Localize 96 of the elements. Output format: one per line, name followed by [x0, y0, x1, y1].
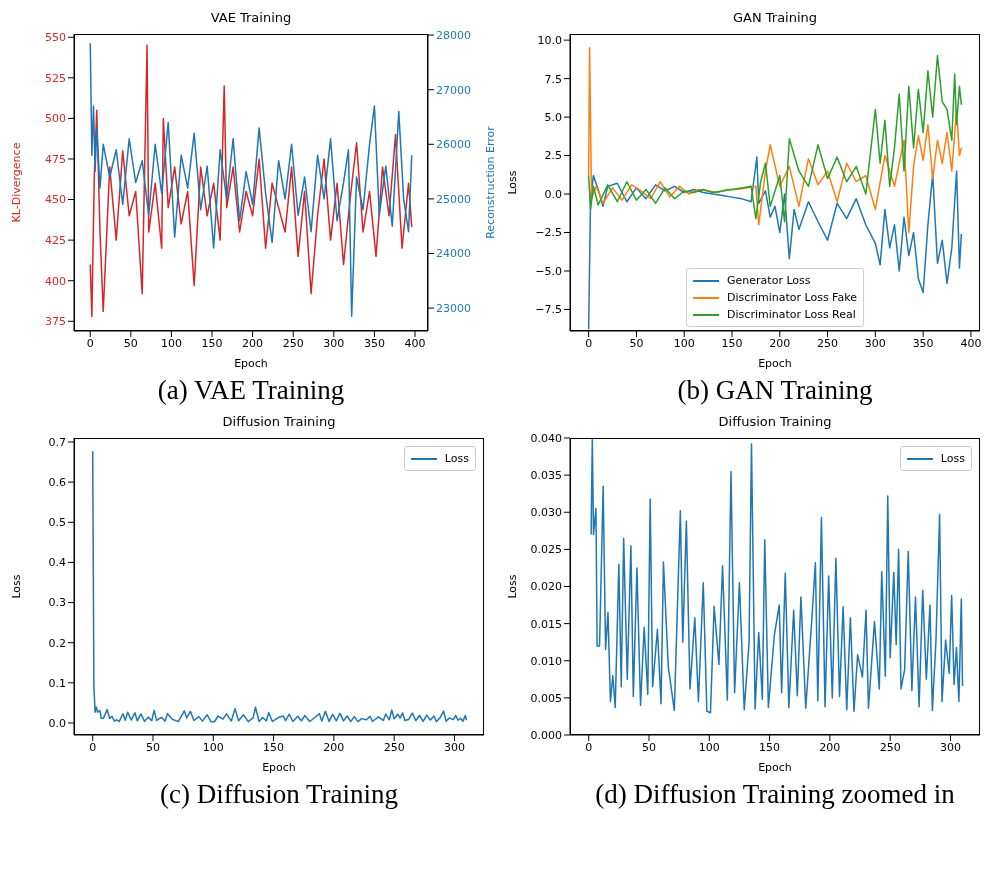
y-tick-label: 375 [45, 315, 66, 329]
x-tick-label: 250 [817, 336, 839, 350]
chart-title: GAN Training [731, 9, 819, 27]
text: (c) Diffusion Training [159, 779, 399, 810]
x-tick-label: 150 [759, 740, 781, 754]
x-axis-title: Epoch [262, 761, 296, 774]
y-tick-label: 0.6 [48, 476, 66, 490]
y-axis-title: Loss [505, 170, 519, 195]
x-tick-label: 0 [86, 336, 94, 350]
x-tick-label: 400 [404, 336, 426, 350]
x-tick-label: 100 [202, 740, 224, 754]
x-tick-label: 100 [698, 740, 720, 754]
y-tick-label: 7.5 [544, 72, 562, 86]
y-tick-label: 0.040 [530, 431, 562, 445]
x-tick-label: 0 [585, 336, 593, 350]
x-tick-label: 300 [323, 336, 345, 350]
y-tick-label: 500 [45, 112, 66, 126]
y-tick-label: 0.7 [48, 435, 66, 449]
x-tick-label: 350 [363, 336, 385, 350]
x-tick-label: 0 [89, 740, 97, 754]
line-series [91, 450, 468, 723]
y-tick-label: 475 [45, 152, 66, 166]
y2-tick-label: 28000 [436, 29, 471, 42]
x-tick-label: 50 [641, 740, 656, 754]
y-tick-label: 0.2 [48, 636, 66, 650]
x-tick-label: 200 [819, 740, 841, 754]
y-tick-label: −2.5 [535, 226, 562, 240]
x-axis-title: Epoch [758, 761, 792, 774]
y-tick-label: 400 [45, 274, 66, 288]
y2-tick-label: 23000 [436, 301, 471, 315]
x-tick-label: 200 [769, 336, 791, 350]
text: (a) VAE Training [156, 375, 346, 406]
y-tick-label: −5.0 [535, 264, 562, 278]
y2-tick-label: 24000 [436, 247, 471, 261]
line-series [587, 156, 963, 331]
y-axis-title: Loss [9, 574, 23, 599]
y-tick-label: 0.0 [48, 716, 66, 730]
x-tick-label: 0 [585, 740, 593, 754]
x-axis-title: Epoch [758, 357, 792, 370]
y-tick-label: 0.4 [48, 556, 66, 570]
y-tick-label: 425 [45, 234, 66, 248]
chart-title: VAE Training [209, 9, 293, 27]
legend-label: Loss [444, 451, 469, 467]
x-tick-label: 300 [864, 336, 886, 350]
y-tick-label: 0.0 [544, 187, 562, 201]
text: (b) GAN Training [676, 375, 874, 406]
x-tick-label: 400 [960, 336, 982, 350]
y-axis-title: KL-Divergence [9, 142, 23, 223]
x-tick-label: 100 [160, 336, 182, 350]
y-tick-label: 0.015 [530, 617, 562, 631]
y-axis-title: Loss [505, 574, 519, 599]
y-tick-label: 10.0 [537, 34, 562, 48]
y-tick-label: 0.1 [48, 676, 66, 690]
legend-label: Discriminator Loss Fake [727, 290, 857, 306]
legend-label: Discriminator Loss Real [727, 307, 856, 323]
y2-tick-label: 27000 [436, 83, 471, 97]
y-tick-label: 0.020 [530, 580, 562, 594]
x-tick-label: 50 [629, 336, 644, 350]
y-tick-label: 5.0 [544, 111, 562, 124]
y-tick-label: 0.010 [530, 654, 562, 668]
y-tick-label: 2.5 [544, 149, 562, 163]
x-tick-label: 200 [242, 336, 264, 350]
y-tick-label: 0.005 [530, 691, 562, 705]
x-tick-label: 300 [443, 740, 465, 754]
text: (d) Diffusion Training zoomed in [594, 779, 956, 810]
y-tick-label: 525 [45, 71, 66, 85]
x-tick-label: 150 [263, 740, 285, 754]
x-tick-label: 300 [939, 740, 961, 754]
x-tick-label: 350 [912, 336, 934, 350]
y-tick-label: 0.3 [48, 596, 66, 610]
y-tick-label: 0.030 [530, 506, 562, 520]
y-tick-label: 0.000 [530, 728, 562, 742]
legend-label: Generator Loss [727, 273, 811, 289]
y-tick-label: −7.5 [535, 303, 562, 317]
x-tick-label: 150 [201, 336, 223, 350]
x-tick-label: 50 [145, 740, 160, 754]
y-tick-label: 0.035 [530, 469, 562, 483]
x-axis-title: Epoch [234, 357, 268, 370]
chart-title: Diffusion Training [717, 413, 833, 431]
x-tick-label: 200 [323, 740, 345, 754]
y-tick-label: 0.5 [48, 516, 66, 530]
x-tick-label: 150 [721, 336, 743, 350]
x-tick-label: 250 [383, 740, 405, 754]
x-tick-label: 100 [673, 336, 695, 350]
y2-tick-label: 25000 [436, 192, 471, 206]
legend-label: Loss [940, 451, 965, 467]
x-tick-label: 50 [123, 336, 138, 350]
x-tick-label: 250 [879, 740, 901, 754]
y2-tick-label: 26000 [436, 138, 471, 152]
y-tick-label: 450 [45, 193, 66, 207]
y2-axis-title: Reconstruction Error [483, 125, 497, 239]
x-tick-label: 250 [282, 336, 304, 350]
line-series [590, 438, 964, 714]
y-tick-label: 550 [45, 31, 66, 45]
y-tick-label: 0.025 [530, 543, 562, 557]
chart-title: Diffusion Training [221, 413, 337, 431]
